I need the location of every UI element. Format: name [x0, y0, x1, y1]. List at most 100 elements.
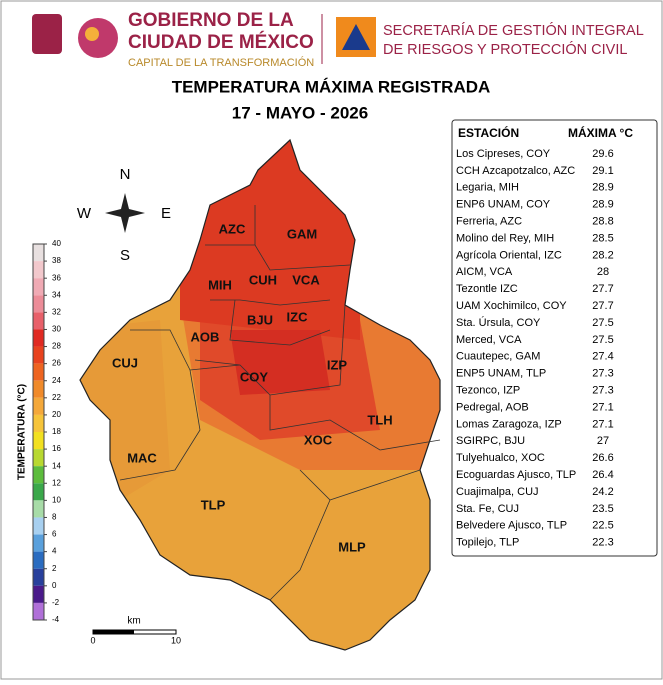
table-header: ESTACIÓN: [458, 125, 519, 140]
colorbar-tick-label: 14: [52, 461, 61, 470]
station-name: Merced, VCA: [456, 334, 522, 346]
colorbar-segment: [33, 295, 44, 313]
station-name: Molino del Rey, MIH: [456, 232, 554, 244]
colorbar-segment: [33, 466, 44, 484]
colorbar-tick-label: 10: [52, 495, 61, 504]
station-name: UAM Xochimilco, COY: [456, 300, 567, 312]
colorbar-tick-label: 40: [52, 239, 61, 248]
station-max: 26.6: [592, 452, 613, 464]
alcaldia-label: XOC: [304, 432, 333, 447]
colorbar-segment: [33, 602, 44, 620]
secretaria-line: DE RIESGOS Y PROTECCIÓN CIVIL: [383, 41, 627, 58]
compass-w: W: [77, 205, 92, 222]
alcaldia-label: MIH: [208, 277, 232, 292]
colorbar-tick-label: 6: [52, 530, 57, 539]
colorbar-segment: [33, 312, 44, 330]
colorbar-segment: [33, 397, 44, 415]
colorbar-segment: [33, 449, 44, 467]
station-max: 24.2: [592, 486, 613, 498]
colorbar-tick-label: 8: [52, 513, 57, 522]
station-name: ENP5 UNAM, TLP: [456, 368, 546, 380]
colorbar-tick-label: 34: [52, 290, 61, 299]
scale-tick-label: 10: [171, 635, 181, 645]
station-max: 27.5: [592, 317, 613, 329]
colorbar-tick-label: 12: [52, 478, 61, 487]
station-max: 27.7: [592, 283, 613, 295]
station-name: Ferreria, AZC: [456, 216, 522, 228]
colorbar-segment: [33, 534, 44, 552]
colorbar-tick-label: 20: [52, 410, 61, 419]
station-max: 28.9: [592, 182, 613, 194]
logo-shield: [32, 14, 62, 54]
station-max: 27.1: [592, 418, 613, 430]
station-name: Cuajimalpa, CUJ: [456, 486, 539, 498]
station-max: 27.4: [592, 351, 613, 363]
gov-tagline: CAPITAL DE LA TRANSFORMACIÓN: [128, 56, 314, 69]
station-name: Tezontle IZC: [456, 283, 518, 295]
alcaldia-label: COY: [240, 369, 269, 384]
station-max: 28.5: [592, 232, 613, 244]
station-name: Los Cipreses, COY: [456, 148, 551, 160]
station-max: 28.9: [592, 199, 613, 211]
station-max: 28.2: [592, 249, 613, 261]
colorbar-tick-label: 36: [52, 273, 61, 282]
colorbar-segment: [33, 432, 44, 450]
table-header: MÁXIMA °C: [568, 125, 633, 140]
alcaldia-label: MAC: [127, 450, 157, 465]
colorbar-segment: [33, 380, 44, 398]
station-name: Agrícola Oriental, IZC: [456, 249, 562, 261]
alcaldia-label: AOB: [191, 329, 220, 344]
colorbar-tick-label: -4: [52, 615, 60, 624]
alcaldia-label: VCA: [292, 272, 320, 287]
colorbar-tick-label: 2: [52, 564, 57, 573]
alcaldia-label: IZP: [327, 357, 348, 372]
station-max: 28.8: [592, 216, 613, 228]
station-name: Tulyehualco, XOC: [456, 452, 545, 464]
station-name: Legaria, MIH: [456, 182, 519, 194]
colorbar-segment: [33, 414, 44, 432]
colorbar-tick-label: 26: [52, 359, 61, 368]
alcaldia-label: BJU: [247, 312, 273, 327]
colorbar-segment: [33, 278, 44, 296]
colorbar-segment: [33, 517, 44, 535]
borders: [119, 205, 441, 601]
colorbar-tick-label: 0: [52, 581, 57, 590]
station-name: Tezonco, IZP: [456, 385, 520, 397]
station-max: 23.5: [592, 503, 613, 515]
station-max: 22.3: [592, 537, 613, 549]
station-name: Belvedere Ajusco, TLP: [456, 520, 567, 532]
station-max: 29.6: [592, 148, 613, 160]
station-max: 29.1: [592, 165, 613, 177]
colorbar-segment: [33, 346, 44, 364]
colorbar-segment: [33, 585, 44, 603]
station-name: SGIRPC, BJU: [456, 435, 525, 447]
colorbar-segment: [33, 363, 44, 381]
pc-triangle: [342, 24, 370, 50]
colorbar-tick-label: 28: [52, 342, 61, 351]
colorbar-segment: [33, 500, 44, 518]
colorbar-tick-label: -2: [52, 598, 60, 607]
scale-unit: km: [127, 616, 140, 627]
date: 17 - MAYO - 2026: [232, 103, 368, 122]
colorbar-segment: [33, 483, 44, 501]
station-name: Ecoguardas Ajusco, TLP: [456, 469, 576, 481]
station-name: Sta. Fe, CUJ: [456, 503, 519, 515]
logo-heart: [78, 18, 118, 58]
compass-n: N: [120, 166, 131, 183]
gov-line: GOBIERNO DE LA: [128, 10, 294, 31]
alcaldia-label: MLP: [338, 539, 366, 554]
station-max: 27.5: [592, 334, 613, 346]
station-max: 27: [597, 435, 609, 447]
station-max: 22.5: [592, 520, 613, 532]
alcaldia-label: AZC: [219, 221, 246, 236]
scale-tick-label: 0: [90, 635, 95, 645]
station-name: Sta. Úrsula, COY: [456, 316, 541, 329]
colorbar-label: TEMPERATURA (°C): [17, 384, 28, 480]
station-name: CCH Azcapotzalco, AZC: [456, 165, 575, 177]
station-name: Pedregal, AOB: [456, 401, 529, 413]
colorbar-tick-label: 30: [52, 325, 61, 334]
colorbar-tick-label: 24: [52, 376, 61, 385]
station-name: AICM, VCA: [456, 266, 513, 278]
gov-line: CIUDAD DE MÉXICO: [128, 31, 314, 53]
